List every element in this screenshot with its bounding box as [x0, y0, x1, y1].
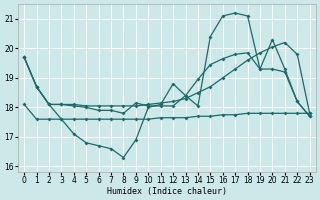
X-axis label: Humidex (Indice chaleur): Humidex (Indice chaleur)	[107, 187, 227, 196]
